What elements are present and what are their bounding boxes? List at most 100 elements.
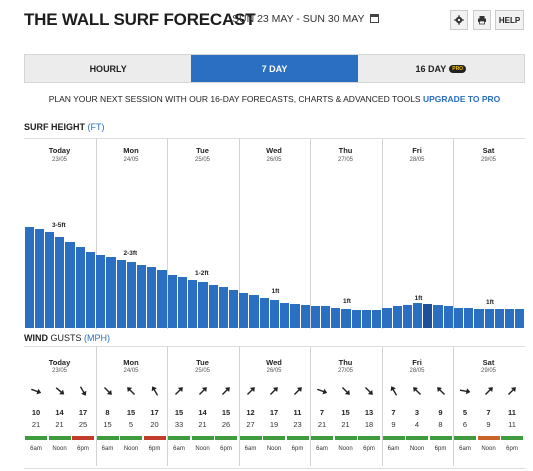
- wind-gust: 5: [128, 420, 134, 429]
- time-label: 6am: [101, 446, 114, 452]
- wind-rating-bar: [48, 436, 71, 440]
- surf-bar[interactable]: [136, 264, 147, 328]
- tab-16-day[interactable]: 16 DAY PRO: [357, 55, 524, 82]
- wind-rating-bar: [358, 436, 380, 440]
- surf-bar[interactable]: [218, 287, 228, 328]
- surf-bar[interactable]: [351, 310, 361, 328]
- surf-bar[interactable]: [24, 226, 34, 328]
- time-label: Noon: [409, 446, 425, 452]
- surf-unit-toggle[interactable]: (FT): [87, 122, 105, 132]
- surf-bar[interactable]: [188, 279, 198, 328]
- surf-bar[interactable]: [157, 269, 167, 328]
- surf-bar[interactable]: [453, 307, 464, 328]
- day-divider: [238, 139, 240, 329]
- tab-7-day-label: 7 DAY: [261, 63, 288, 74]
- time-label: 6pm: [291, 446, 304, 452]
- surf-bar[interactable]: [280, 302, 290, 328]
- surf-bar[interactable]: [65, 241, 75, 328]
- surf-bar[interactable]: [361, 310, 372, 328]
- surf-bar[interactable]: [85, 252, 96, 328]
- wind-speed: 15: [174, 408, 184, 417]
- surf-bar[interactable]: [515, 309, 525, 328]
- surf-bar[interactable]: [198, 282, 208, 328]
- day-date: 25/05: [194, 368, 210, 374]
- surf-bar[interactable]: [249, 295, 259, 328]
- wind-rating-bar: [501, 436, 523, 440]
- surf-bar[interactable]: [443, 306, 453, 328]
- surf-bar[interactable]: [402, 305, 413, 328]
- wind-direction-arrow-icon: [246, 387, 255, 396]
- wind-gust: 21: [31, 420, 41, 429]
- wind-direction-arrow-icon: [151, 386, 158, 396]
- surf-bar[interactable]: [372, 310, 382, 328]
- surf-bar[interactable]: [55, 236, 65, 328]
- surf-bar[interactable]: [494, 309, 505, 328]
- tab-hourly-label: HOURLY: [89, 63, 127, 74]
- surf-bar[interactable]: [331, 307, 341, 328]
- wind-direction-arrow-icon: [341, 386, 350, 395]
- surf-bar[interactable]: [75, 246, 85, 328]
- surf-bar[interactable]: [177, 277, 188, 328]
- surf-bar[interactable]: [96, 254, 106, 328]
- wind-rating-bar: [143, 436, 166, 440]
- surf-bar[interactable]: [423, 303, 433, 328]
- wind-unit-toggle[interactable]: (MPH): [84, 333, 111, 343]
- upgrade-link[interactable]: UPGRADE TO PRO: [422, 94, 501, 104]
- tab-hourly[interactable]: HOURLY: [25, 55, 192, 82]
- surf-bar[interactable]: [239, 292, 249, 328]
- wind-speed: 12: [246, 408, 255, 417]
- wind-direction-arrow-icon: [221, 387, 230, 396]
- day-divider: [310, 347, 311, 466]
- divider: [24, 468, 525, 469]
- surf-bar[interactable]: [269, 300, 280, 328]
- help-button[interactable]: HELP: [495, 10, 524, 30]
- surf-bar[interactable]: [228, 290, 239, 328]
- wind-direction-arrow-icon: [364, 386, 373, 395]
- surf-bar[interactable]: [34, 229, 44, 328]
- surf-bar[interactable]: [44, 231, 55, 328]
- surf-bar[interactable]: [300, 305, 310, 328]
- surf-bar[interactable]: [474, 309, 484, 328]
- settings-button[interactable]: [450, 10, 468, 30]
- surf-bar[interactable]: [167, 274, 177, 328]
- time-label: Noon: [195, 446, 210, 452]
- surf-bar[interactable]: [392, 306, 402, 328]
- forecast-tabs: HOURLY 7 DAY 16 DAY PRO: [24, 54, 525, 83]
- surf-bar[interactable]: [382, 307, 392, 328]
- day-date: 28/05: [409, 368, 425, 374]
- print-button[interactable]: [473, 10, 491, 30]
- wind-direction-arrow-icon: [390, 386, 397, 396]
- surf-bar[interactable]: [126, 262, 136, 328]
- wind-gust: 27: [246, 420, 255, 429]
- day-date: 26/05: [266, 368, 282, 374]
- surf-bar[interactable]: [433, 305, 443, 328]
- page-title: THE WALL SURF FORECAST: [24, 10, 256, 29]
- wind-direction-arrow-icon: [79, 386, 87, 396]
- wind-speed: 5: [462, 408, 468, 417]
- tab-7-day[interactable]: 7 DAY: [191, 55, 358, 82]
- surf-bar[interactable]: [341, 309, 351, 328]
- surf-bar[interactable]: [116, 259, 126, 328]
- surf-bar[interactable]: [413, 302, 423, 328]
- day-divider: [453, 139, 454, 329]
- wind-rating-bar: [454, 436, 476, 440]
- surf-bar[interactable]: [208, 284, 218, 328]
- surf-bar[interactable]: [259, 297, 269, 328]
- surf-bar[interactable]: [290, 303, 300, 328]
- surf-bar[interactable]: [464, 307, 474, 328]
- surf-bar[interactable]: [505, 309, 515, 328]
- height-label: 1ft: [414, 295, 423, 303]
- surf-bar[interactable]: [310, 306, 320, 328]
- time-label: Noon: [338, 446, 353, 452]
- date-range[interactable]: SUN 23 MAY - SUN 30 MAY: [232, 13, 380, 25]
- wind-direction-arrow-icon: [55, 387, 64, 395]
- calendar-icon[interactable]: [370, 14, 380, 23]
- surf-bar[interactable]: [484, 309, 494, 328]
- wind-forecast: Today 23/05 10 21 6am 14 21 Noon 17 25 6pm Mon 24/05…: [24, 346, 525, 471]
- surf-bar[interactable]: [321, 306, 331, 328]
- wind-direction-arrow-icon: [103, 386, 112, 395]
- surf-bar[interactable]: [147, 267, 157, 328]
- day-name: Fri: [412, 358, 422, 367]
- surf-bar[interactable]: [106, 257, 116, 328]
- wind-rating-bar: [215, 436, 237, 440]
